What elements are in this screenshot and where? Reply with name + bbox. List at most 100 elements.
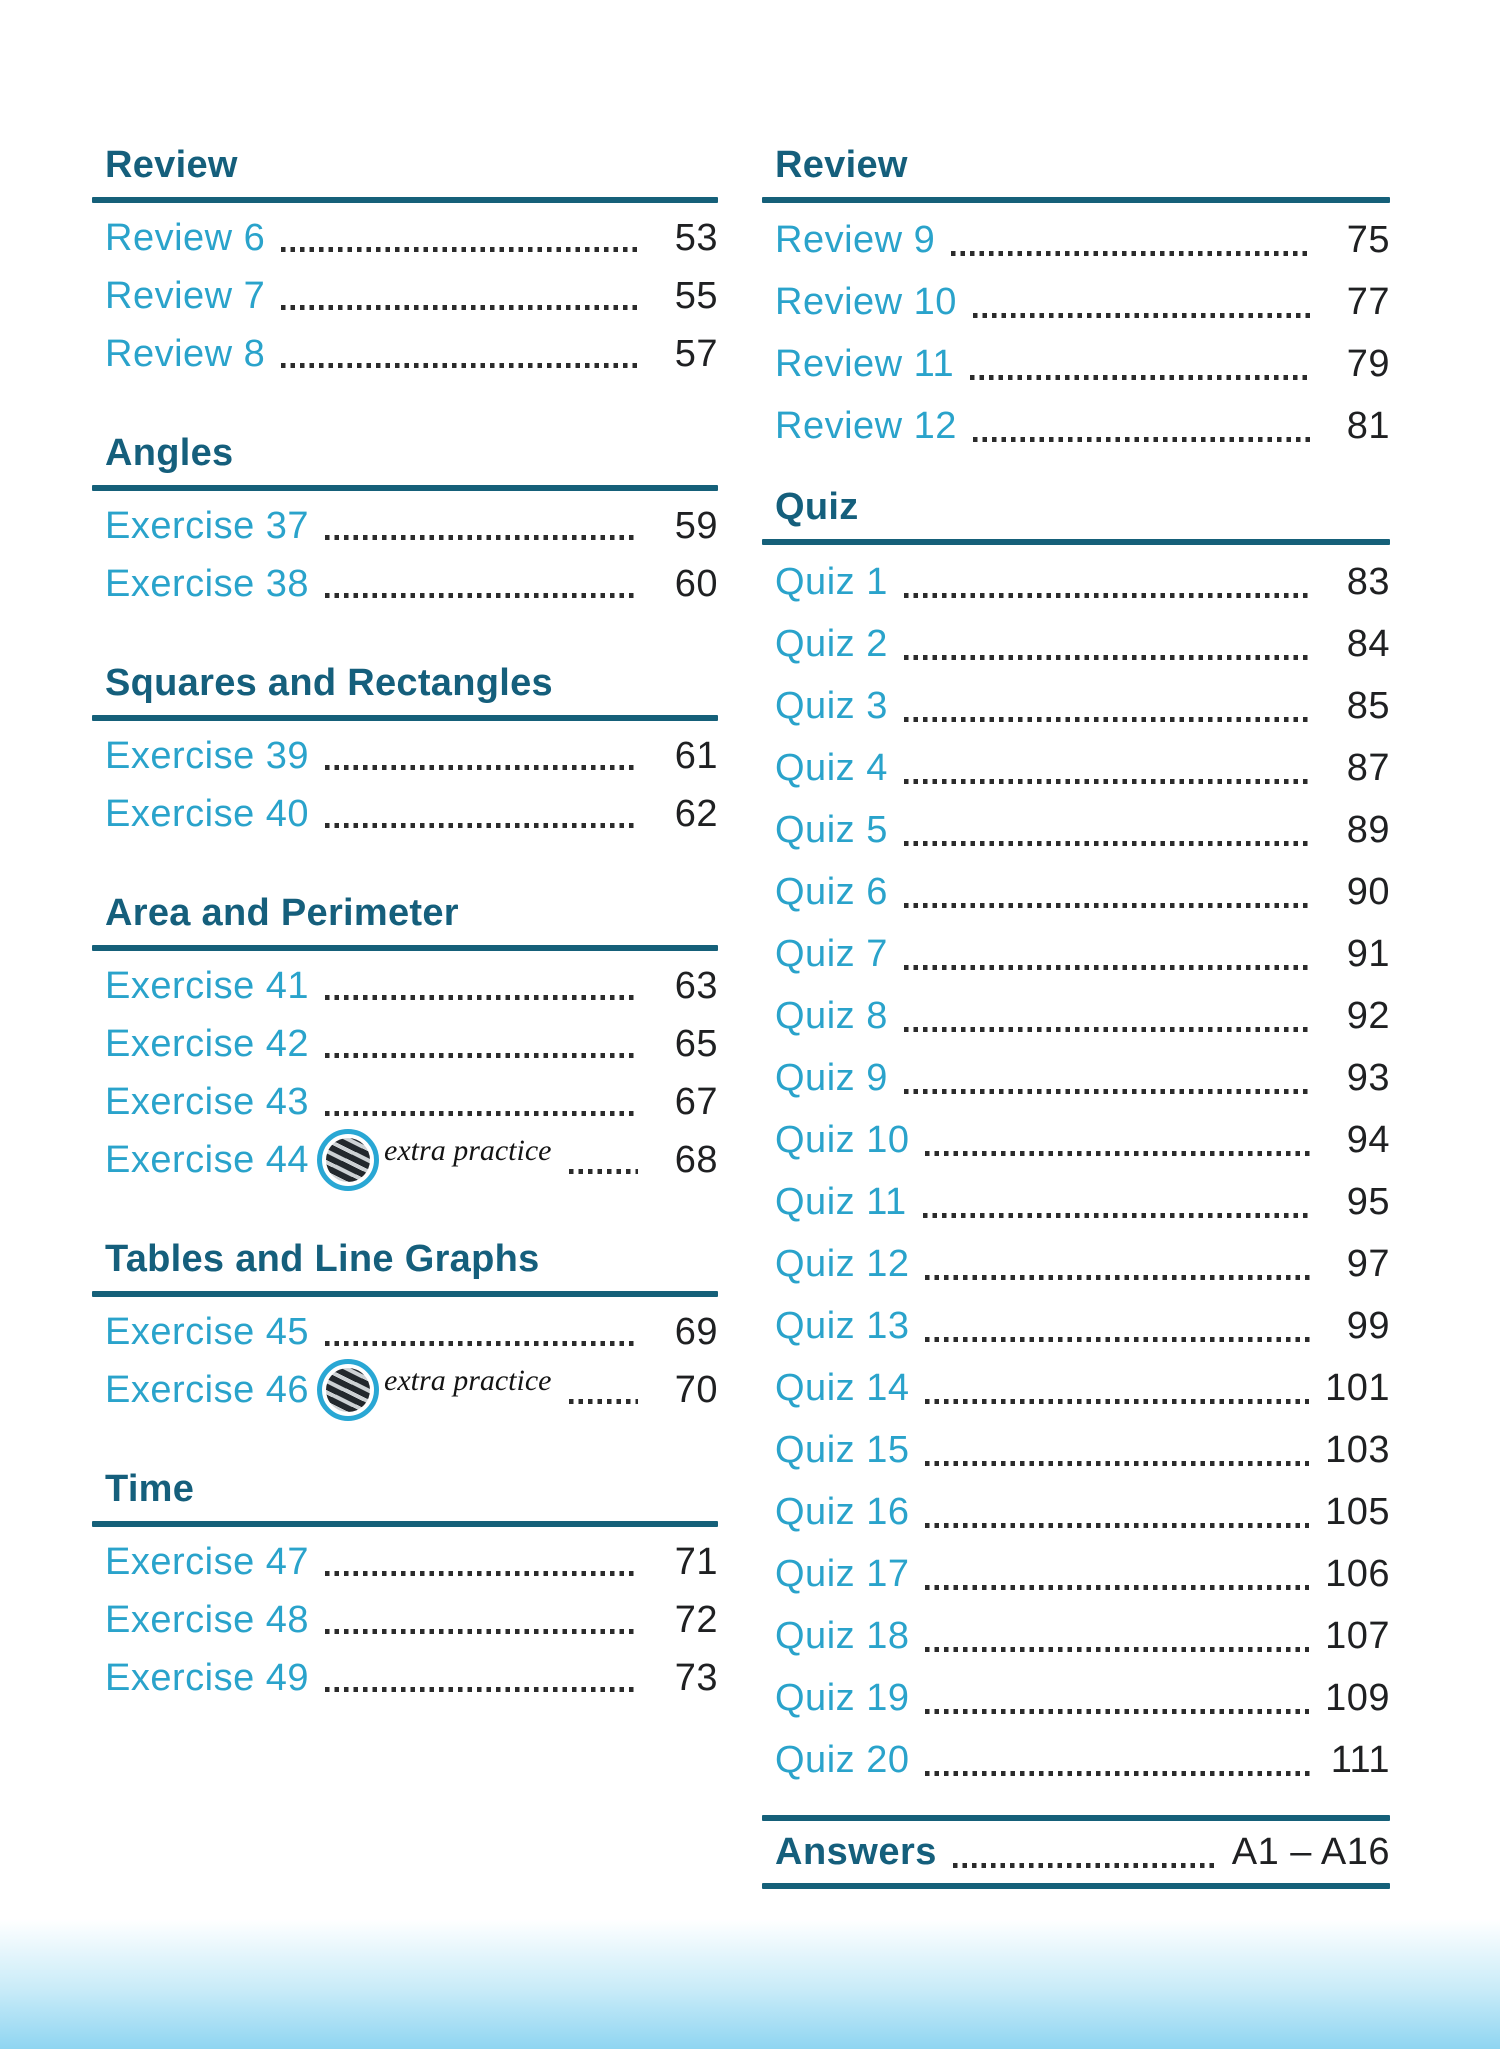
dotted-leader bbox=[281, 363, 638, 368]
toc-entry-label: Quiz 12 bbox=[775, 1242, 910, 1285]
toc-entry-page: 107 bbox=[1325, 1614, 1390, 1657]
toc-entry-label: Review 9 bbox=[775, 218, 936, 261]
dotted-leader bbox=[925, 1585, 1310, 1590]
toc-entry-label: Exercise 46 bbox=[105, 1368, 310, 1411]
toc-entry: Quiz 11 95 bbox=[775, 1171, 1390, 1233]
toc-entry: Quiz 6 90 bbox=[775, 861, 1390, 923]
extra-practice-icon-stripes bbox=[326, 1138, 371, 1182]
toc-entry-page: 71 bbox=[674, 1540, 718, 1583]
section-rule bbox=[762, 539, 1390, 545]
dotted-leader bbox=[925, 1275, 1310, 1280]
toc-entry: Exercise 41 63 bbox=[105, 957, 718, 1015]
toc-entry-label: Review 12 bbox=[775, 404, 957, 447]
toc-entry-label: Quiz 4 bbox=[775, 746, 888, 789]
toc-entry-page: 106 bbox=[1325, 1552, 1390, 1595]
toc-entry: Quiz 18 107 bbox=[775, 1605, 1390, 1667]
toc-entry: Quiz 8 92 bbox=[775, 985, 1390, 1047]
dotted-leader bbox=[325, 823, 638, 828]
toc-entry-page: 67 bbox=[674, 1080, 718, 1123]
toc-entry-label: Exercise 42 bbox=[105, 1022, 310, 1065]
toc-entry-label: Exercise 49 bbox=[105, 1656, 310, 1699]
toc-entry-label: Review 7 bbox=[105, 274, 266, 317]
toc-entry: Quiz 12 97 bbox=[775, 1233, 1390, 1295]
dotted-leader bbox=[903, 903, 1310, 908]
dotted-leader bbox=[325, 765, 638, 770]
answers-label: Answers bbox=[775, 1830, 937, 1873]
bottom-wave-decoration bbox=[0, 1919, 1500, 2049]
dotted-leader bbox=[325, 1571, 638, 1576]
toc-entry-page: 87 bbox=[1346, 746, 1390, 789]
answers-entry: Answers A1 – A16 bbox=[775, 1821, 1390, 1883]
toc-entry-label: Quiz 13 bbox=[775, 1304, 910, 1347]
toc-entry-label: Exercise 39 bbox=[105, 734, 310, 777]
toc-entry: Quiz 9 93 bbox=[775, 1047, 1390, 1109]
extra-practice-label: extra practice bbox=[384, 1364, 552, 1397]
toc-entry-page: 105 bbox=[1325, 1490, 1390, 1533]
toc-entry-label: Exercise 48 bbox=[105, 1598, 310, 1641]
toc-entry-page: 73 bbox=[674, 1656, 718, 1699]
dotted-leader bbox=[925, 1151, 1310, 1156]
dotted-leader bbox=[903, 717, 1310, 722]
toc-section: Angles Exercise 37 59 Exercise 38 60 bbox=[92, 431, 718, 613]
toc-entry: Quiz 15 103 bbox=[775, 1419, 1390, 1481]
toc-entry-label: Quiz 19 bbox=[775, 1676, 910, 1719]
toc-entry: Quiz 20 111 bbox=[775, 1729, 1390, 1791]
toc-entry: Review 11 79 bbox=[775, 333, 1390, 395]
toc-entry-label: Quiz 1 bbox=[775, 560, 888, 603]
dotted-leader bbox=[925, 1647, 1310, 1652]
toc-entry-page: 55 bbox=[674, 274, 718, 317]
toc-entry-label: Quiz 20 bbox=[775, 1738, 910, 1781]
toc-entry-label: Exercise 41 bbox=[105, 964, 310, 1007]
dotted-leader bbox=[903, 593, 1310, 598]
section-heading: Review bbox=[775, 144, 908, 186]
dotted-leader bbox=[925, 1771, 1310, 1776]
toc-entry: Exercise 39 61 bbox=[105, 727, 718, 785]
toc-entry-label: Quiz 11 bbox=[775, 1180, 907, 1223]
toc-entry: Exercise 48 72 bbox=[105, 1591, 718, 1649]
toc-entry-label: Exercise 44 bbox=[105, 1138, 310, 1181]
toc-entry: Quiz 16 105 bbox=[775, 1481, 1390, 1543]
dotted-leader bbox=[970, 375, 1310, 380]
section-rule bbox=[762, 197, 1390, 203]
toc-entry-label: Quiz 8 bbox=[775, 994, 888, 1037]
toc-entry: Exercise 38 60 bbox=[105, 555, 718, 613]
toc-section: Time Exercise 47 71 Exercise 48 72 Exercise 4… bbox=[92, 1467, 718, 1707]
dotted-leader bbox=[325, 1111, 638, 1116]
dotted-leader bbox=[952, 1863, 1216, 1868]
toc-entry-page: 62 bbox=[674, 792, 718, 835]
toc-entry-page: 97 bbox=[1346, 1242, 1390, 1285]
section-heading: Area and Perimeter bbox=[105, 892, 459, 934]
toc-entry: Review 12 81 bbox=[775, 395, 1390, 457]
toc-entry-label: Review 6 bbox=[105, 216, 266, 259]
dotted-leader bbox=[903, 841, 1310, 846]
toc-entry: Exercise 49 73 bbox=[105, 1649, 718, 1707]
dotted-leader bbox=[325, 1687, 638, 1692]
toc-entry: Review 10 77 bbox=[775, 271, 1390, 333]
toc-entry-page: 57 bbox=[674, 332, 718, 375]
toc-entry-label: Review 8 bbox=[105, 332, 266, 375]
dotted-leader bbox=[325, 593, 638, 598]
toc-entry-page: 89 bbox=[1346, 808, 1390, 851]
dotted-leader bbox=[903, 1027, 1310, 1032]
toc-entry: Review 8 57 bbox=[105, 325, 718, 383]
toc-entry-label: Quiz 6 bbox=[775, 870, 888, 913]
toc-entry: Quiz 10 94 bbox=[775, 1109, 1390, 1171]
dotted-leader bbox=[925, 1399, 1310, 1404]
dotted-leader bbox=[951, 251, 1310, 256]
extra-practice-icon bbox=[317, 1129, 380, 1191]
toc-entry-page: 91 bbox=[1346, 932, 1390, 975]
toc-entry: Exercise 40 62 bbox=[105, 785, 718, 843]
toc-entry-page: 68 bbox=[674, 1138, 718, 1181]
toc-entry-page: 103 bbox=[1325, 1428, 1390, 1471]
toc-entry: Review 9 75 bbox=[775, 209, 1390, 271]
dotted-leader bbox=[325, 1053, 638, 1058]
toc-entry-label: Quiz 15 bbox=[775, 1428, 910, 1471]
toc-columns: Review Review 6 53 Review 7 55 Review 8 57 Angl… bbox=[92, 144, 1390, 1889]
dotted-leader bbox=[972, 313, 1310, 318]
toc-entry-label: Exercise 47 bbox=[105, 1540, 310, 1583]
toc-entry-page: 81 bbox=[1346, 404, 1390, 447]
section-heading: Review bbox=[105, 144, 238, 186]
toc-entry-page: 72 bbox=[674, 1598, 718, 1641]
toc-entry-label: Quiz 10 bbox=[775, 1118, 910, 1161]
toc-entry-page: 60 bbox=[674, 562, 718, 605]
